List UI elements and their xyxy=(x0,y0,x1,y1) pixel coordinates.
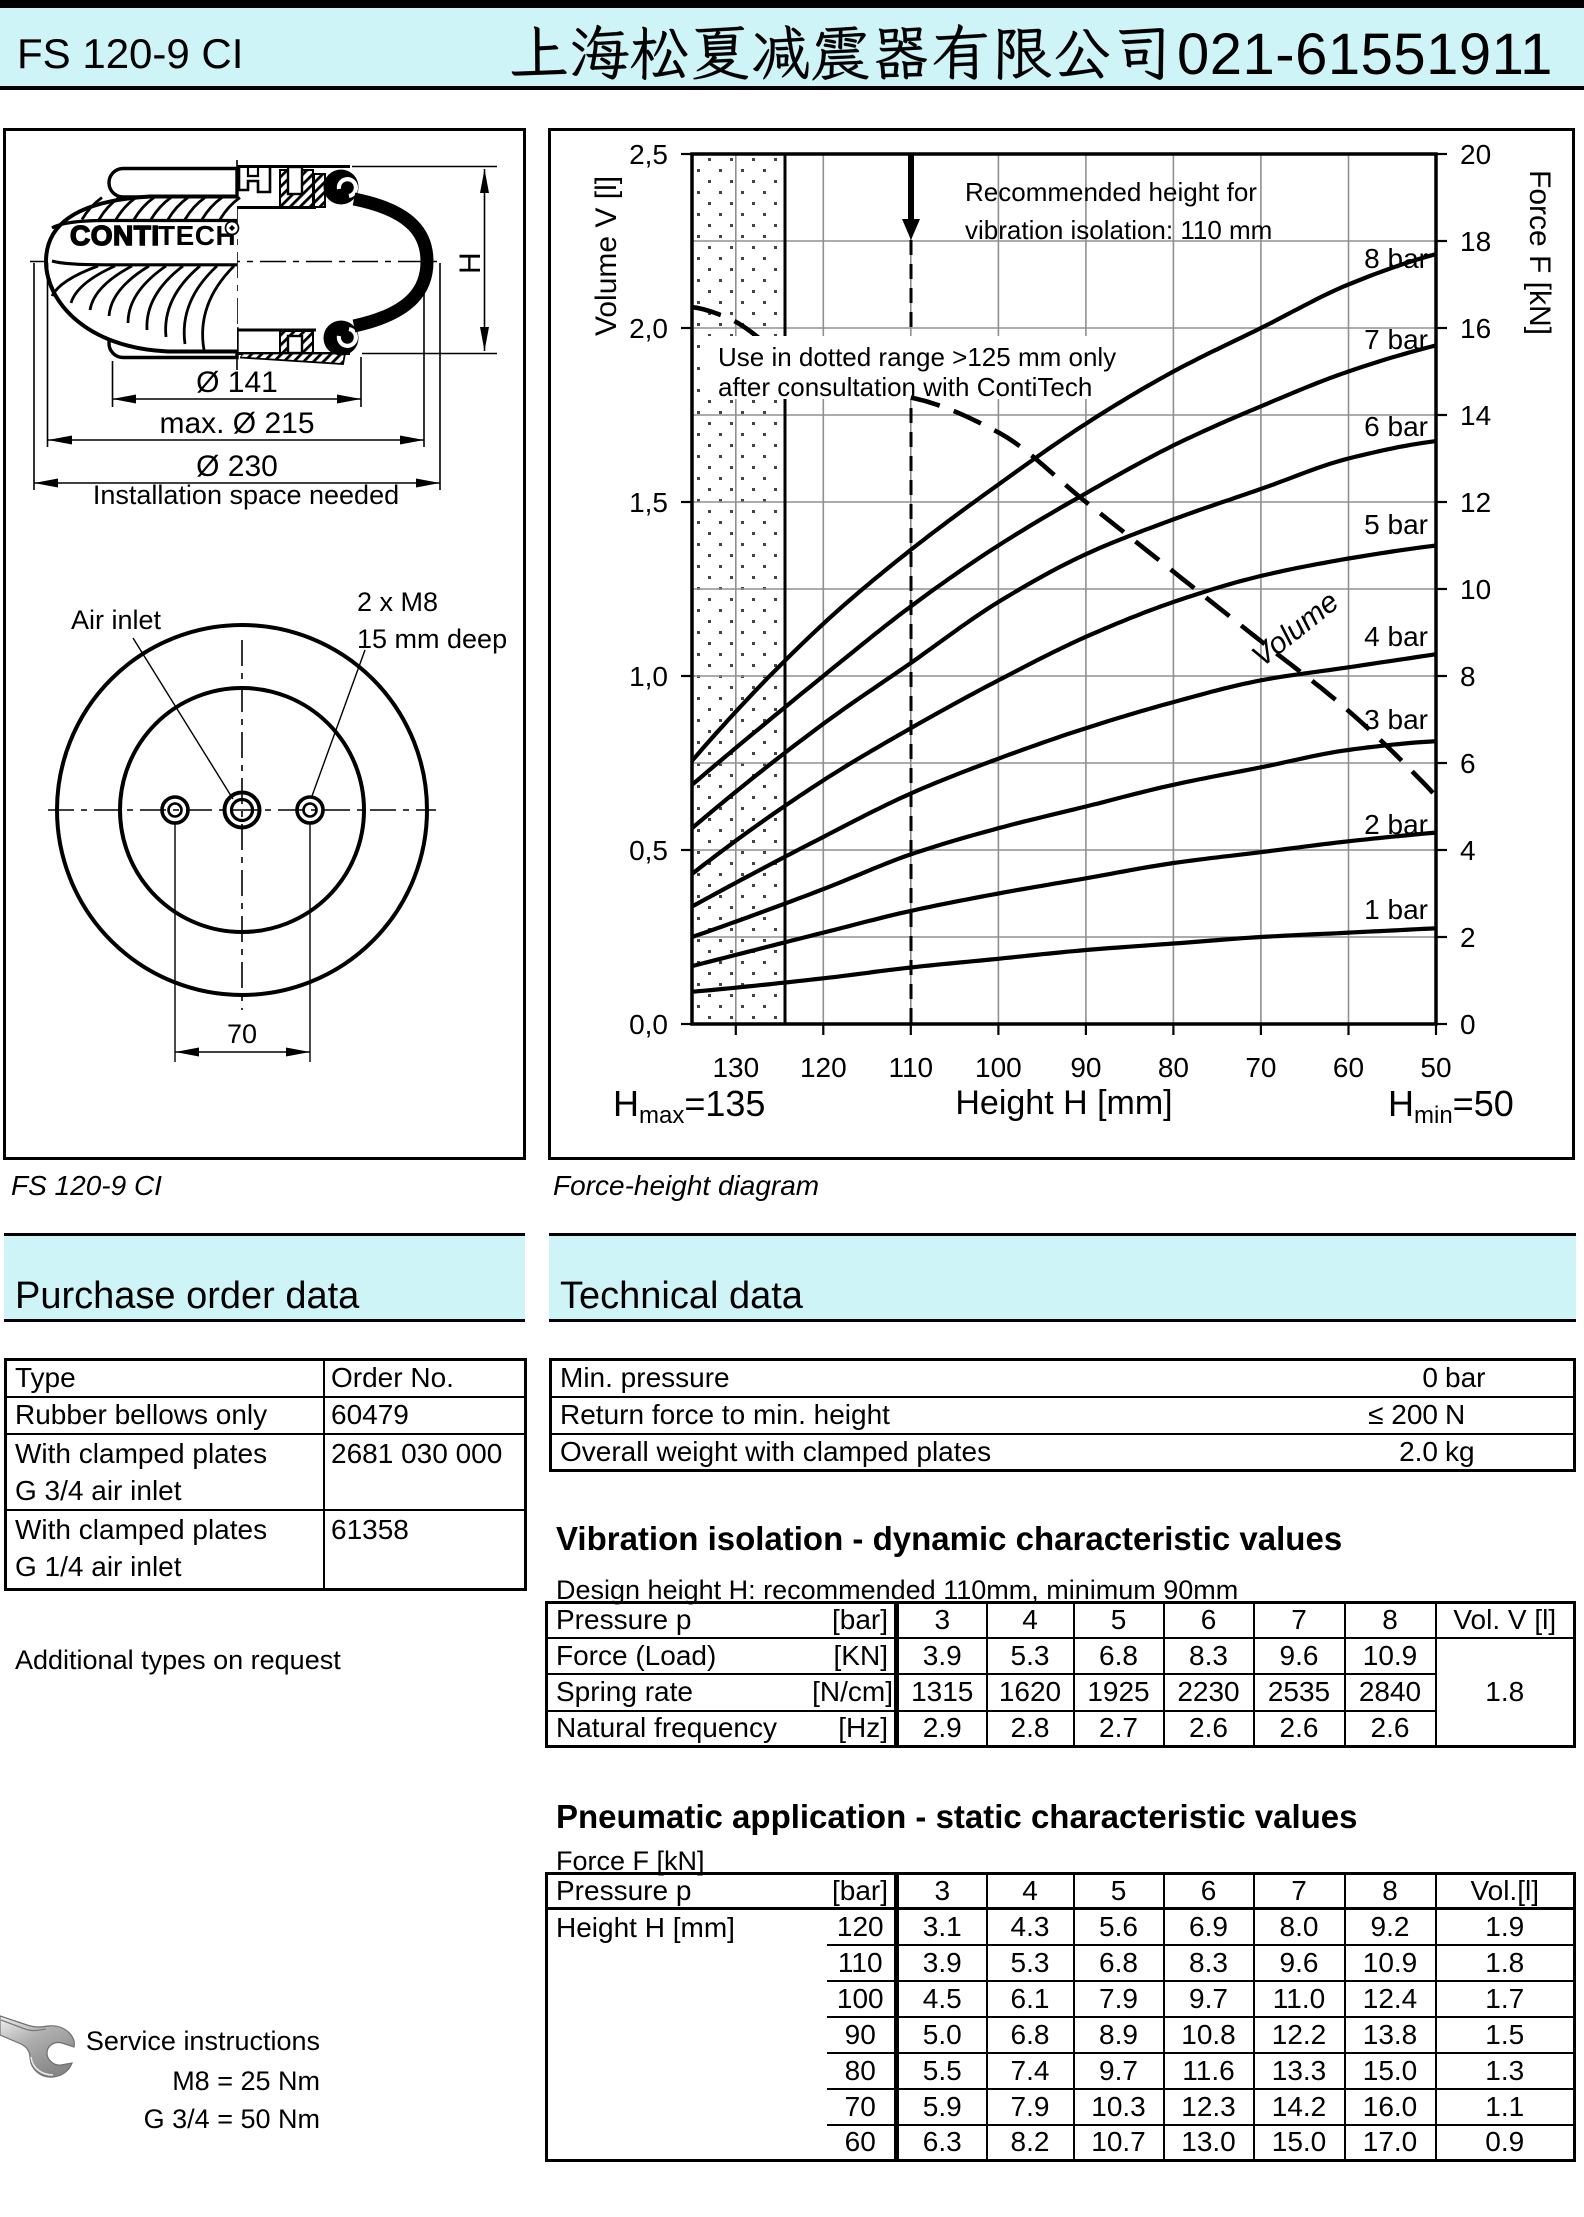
svg-text:2: 2 xyxy=(1460,922,1476,953)
svg-text:1,0: 1,0 xyxy=(629,661,668,692)
svg-text:2 x M8: 2 x M8 xyxy=(357,587,438,617)
svg-text:2 bar: 2 bar xyxy=(1364,809,1428,840)
svg-text:Installation space needed: Installation space needed xyxy=(93,480,399,510)
svg-text:14: 14 xyxy=(1460,400,1491,431)
svg-text:H: H xyxy=(454,252,487,274)
svg-text:Use in dotted range >125 mm on: Use in dotted range >125 mm only xyxy=(718,342,1116,372)
svg-text:4: 4 xyxy=(1460,835,1476,866)
svg-text:2,5: 2,5 xyxy=(629,139,668,170)
svg-text:120: 120 xyxy=(800,1052,847,1083)
svg-text:50: 50 xyxy=(1420,1052,1451,1083)
svg-text:6: 6 xyxy=(1460,748,1476,779)
svg-text:0,0: 0,0 xyxy=(629,1009,668,1040)
svg-text:Recommended height for: Recommended height for xyxy=(965,177,1257,207)
svg-text:70: 70 xyxy=(1245,1052,1276,1083)
svg-text:021-61551911: 021-61551911 xyxy=(1177,22,1553,87)
svg-text:Ø 230: Ø 230 xyxy=(196,450,278,483)
svg-text:2,0: 2,0 xyxy=(629,313,668,344)
svg-text:4 bar: 4 bar xyxy=(1364,621,1428,652)
svg-text:max. Ø 215: max. Ø 215 xyxy=(159,407,314,440)
svg-text:Volume V [l]: Volume V [l] xyxy=(590,176,623,336)
svg-text:Ø 141: Ø 141 xyxy=(196,366,278,399)
svg-text:7 bar: 7 bar xyxy=(1364,324,1428,355)
svg-text:8 bar: 8 bar xyxy=(1364,243,1428,274)
svg-text:90: 90 xyxy=(1070,1052,1101,1083)
svg-text:110: 110 xyxy=(888,1052,933,1083)
svg-text:60: 60 xyxy=(1333,1052,1364,1083)
svg-text:Height H [mm]: Height H [mm] xyxy=(955,1084,1172,1122)
svg-text:Force F [kN]: Force F [kN] xyxy=(1523,170,1556,335)
svg-text:Air inlet: Air inlet xyxy=(71,605,162,635)
svg-text:8: 8 xyxy=(1460,661,1476,692)
svg-text:15 mm deep: 15 mm deep xyxy=(357,624,507,654)
svg-text:3 bar: 3 bar xyxy=(1364,704,1428,735)
svg-text:CONTI: CONTI xyxy=(70,220,160,251)
svg-text:Hmax=135: Hmax=135 xyxy=(613,1083,765,1129)
svg-text:10: 10 xyxy=(1460,574,1491,605)
svg-text:TECH: TECH xyxy=(158,220,236,251)
svg-text:70: 70 xyxy=(227,1019,257,1049)
svg-text:100: 100 xyxy=(975,1052,1022,1083)
svg-text:1,5: 1,5 xyxy=(629,487,668,518)
svg-text:0,5: 0,5 xyxy=(629,835,668,866)
svg-text:0: 0 xyxy=(1460,1009,1476,1040)
svg-text:Hmin=50: Hmin=50 xyxy=(1388,1083,1514,1129)
svg-text:5 bar: 5 bar xyxy=(1364,509,1428,540)
svg-text:vibration isolation: 110 mm: vibration isolation: 110 mm xyxy=(965,215,1272,245)
svg-text:80: 80 xyxy=(1158,1052,1189,1083)
svg-text:18: 18 xyxy=(1460,226,1491,257)
svg-text:16: 16 xyxy=(1460,313,1491,344)
svg-text:12: 12 xyxy=(1460,487,1491,518)
svg-text:1 bar: 1 bar xyxy=(1364,894,1428,925)
svg-text:after consultation with ContiT: after consultation with ContiTech xyxy=(718,372,1092,402)
svg-text:20: 20 xyxy=(1460,139,1491,170)
svg-text:6 bar: 6 bar xyxy=(1364,411,1428,442)
svg-text:130: 130 xyxy=(712,1052,759,1083)
